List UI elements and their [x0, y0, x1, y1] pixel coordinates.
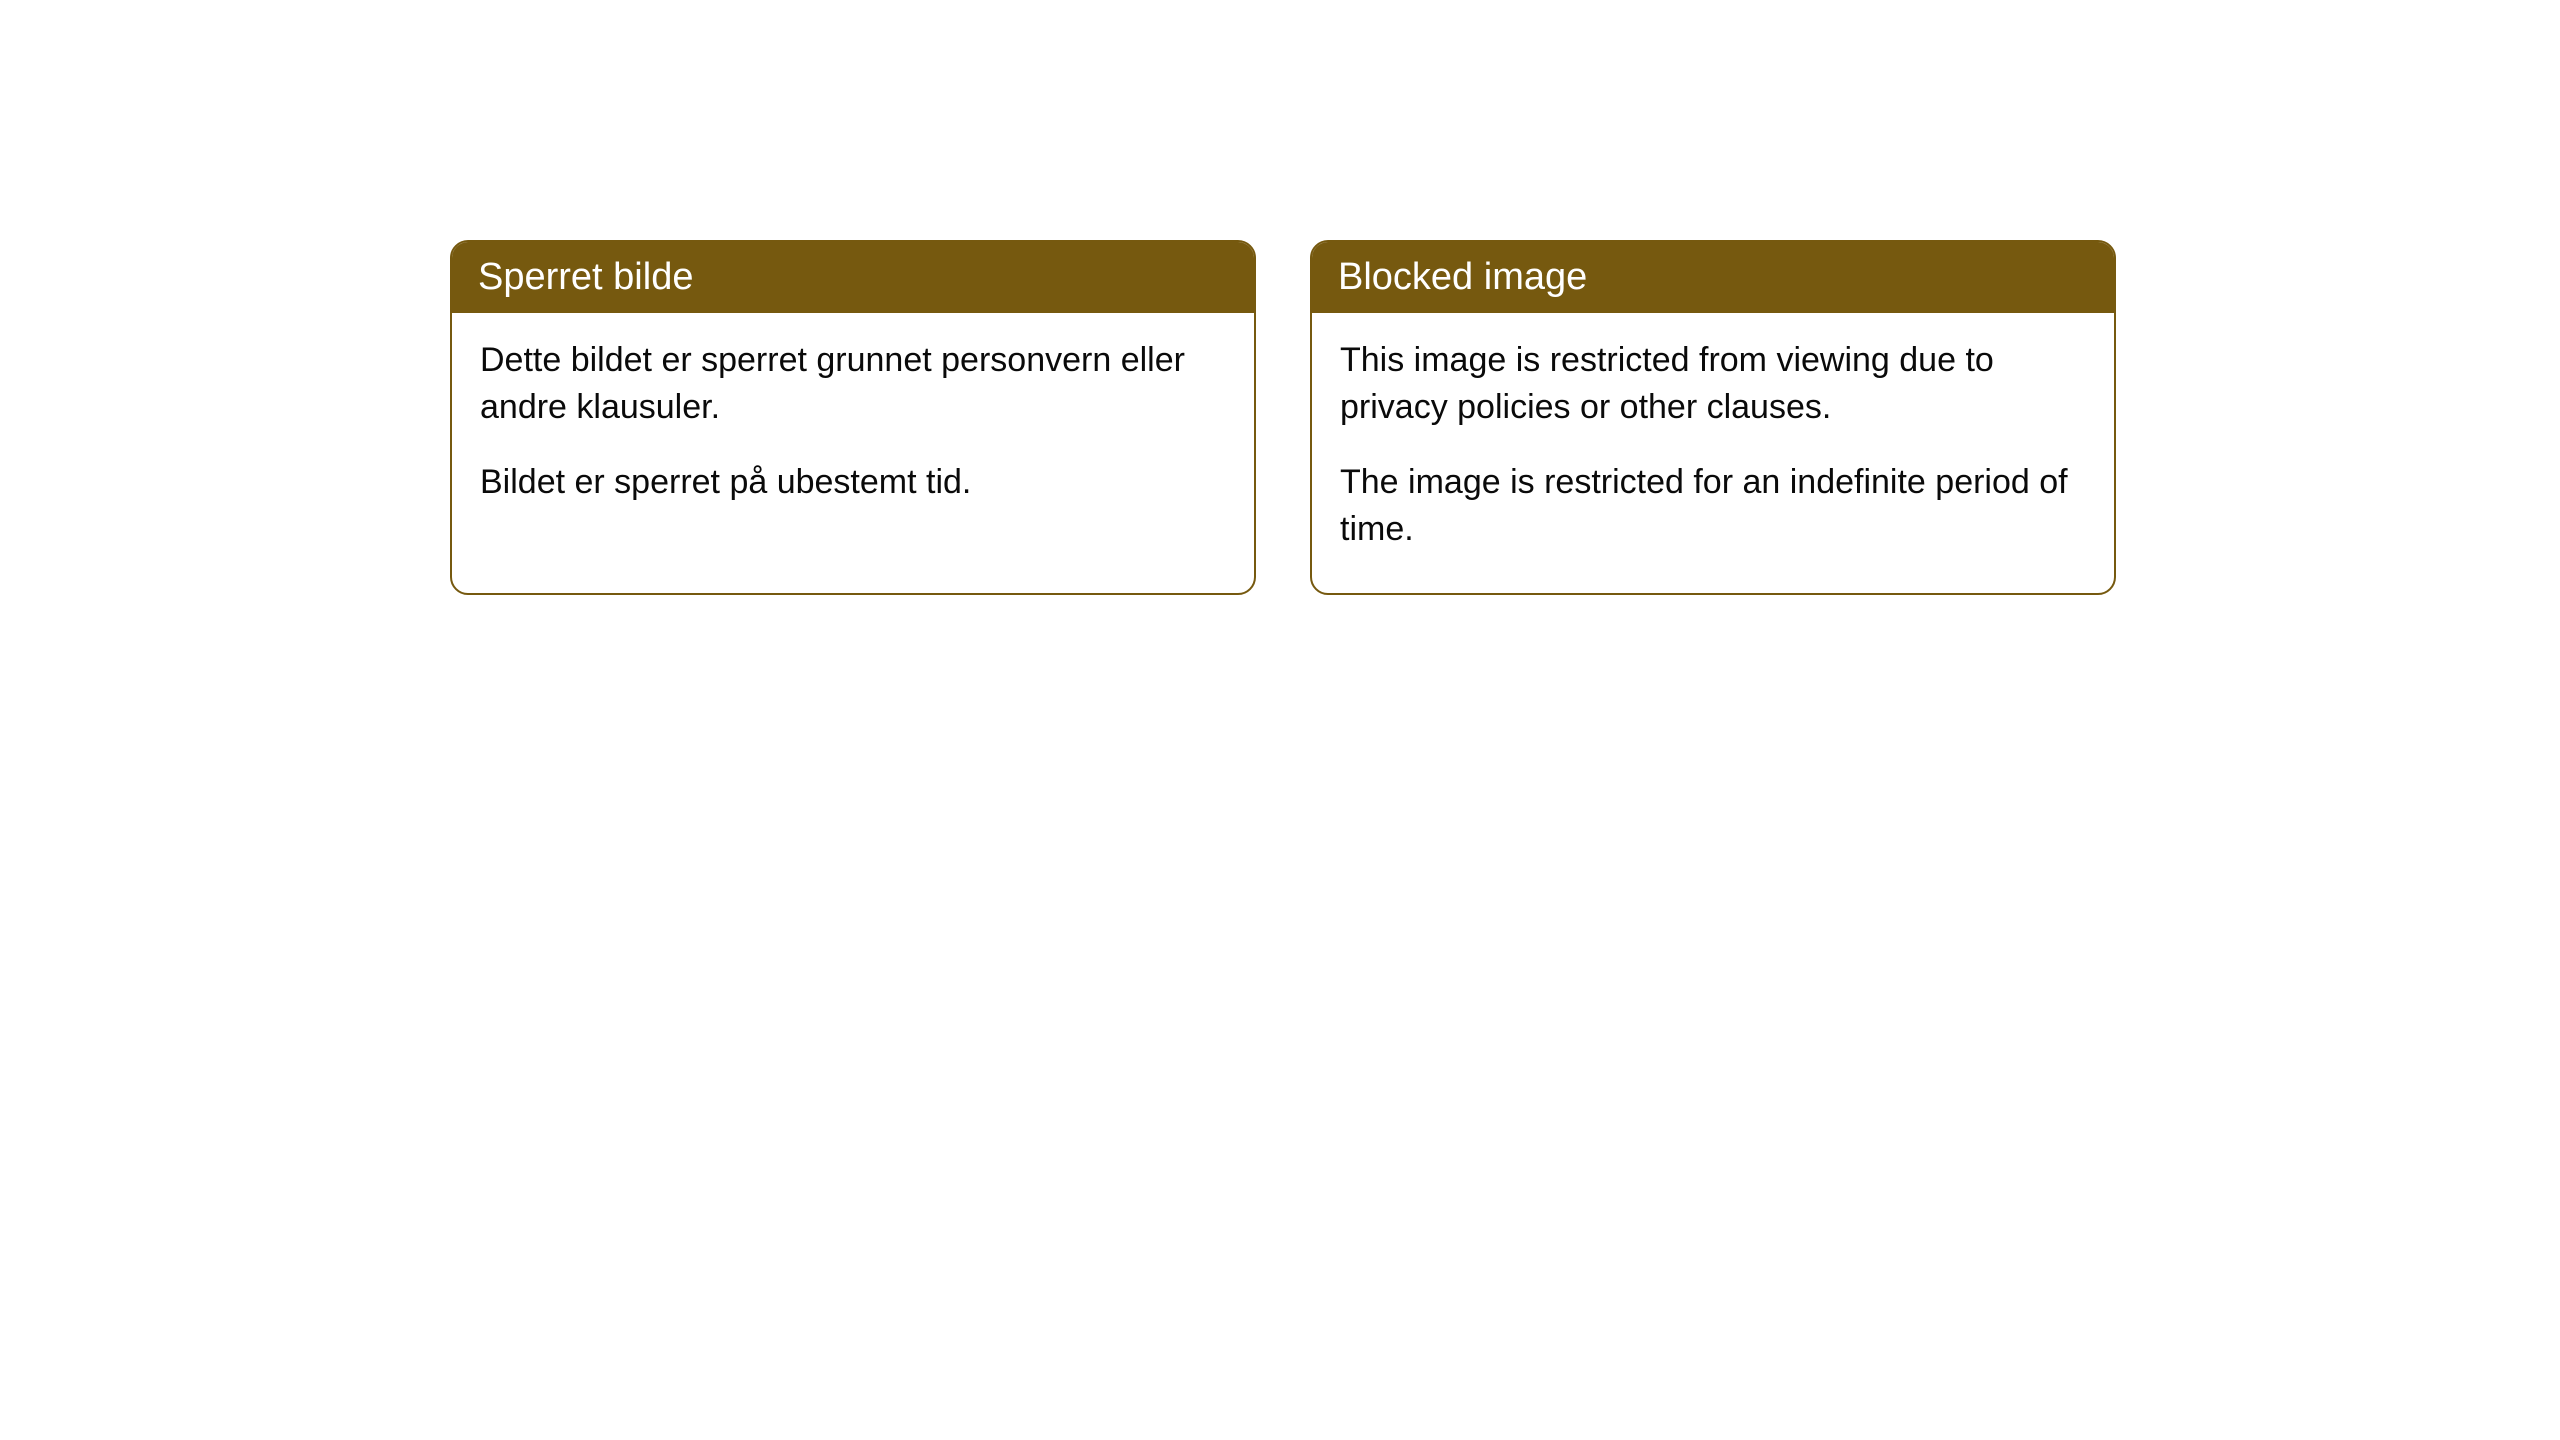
card-paragraph: This image is restricted from viewing du… — [1340, 337, 2086, 431]
card-paragraph: Dette bildet er sperret grunnet personve… — [480, 337, 1226, 431]
card-title: Sperret bilde — [478, 256, 693, 298]
card-header-english: Blocked image — [1312, 242, 2114, 313]
notice-cards-container: Sperret bilde Dette bildet er sperret gr… — [450, 240, 2116, 595]
card-body-english: This image is restricted from viewing du… — [1312, 313, 2114, 593]
card-paragraph: Bildet er sperret på ubestemt tid. — [480, 459, 1226, 506]
card-body-norwegian: Dette bildet er sperret grunnet personve… — [452, 313, 1254, 546]
card-english: Blocked image This image is restricted f… — [1310, 240, 2116, 595]
card-norwegian: Sperret bilde Dette bildet er sperret gr… — [450, 240, 1256, 595]
card-header-norwegian: Sperret bilde — [452, 242, 1254, 313]
card-title: Blocked image — [1338, 256, 1587, 298]
card-paragraph: The image is restricted for an indefinit… — [1340, 459, 2086, 553]
